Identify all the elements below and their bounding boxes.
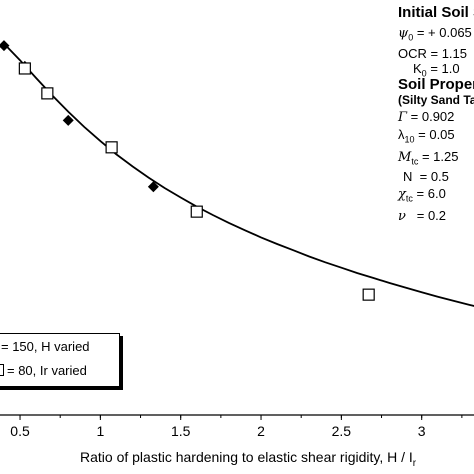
data-point-diamond (0, 40, 10, 52)
param-psi: ψ0 = + 0.065 (398, 25, 472, 43)
data-markers (0, 40, 375, 301)
legend-label-square: = 80, Ir varied (7, 363, 87, 378)
x-tick-label: 0.5 (10, 423, 30, 439)
data-point-diamond (147, 181, 159, 193)
x-tick-label: 2 (257, 423, 265, 439)
data-point-square (362, 288, 375, 301)
param-chi: χtc = 6.0 (398, 186, 446, 204)
param-ocr: OCR = 1.15 (398, 45, 468, 61)
initial-state-title: Initial Soil S (398, 4, 474, 21)
param-lambda: λ10 = 0.05 (398, 127, 455, 145)
param-m: Mtc = 1.25 (398, 148, 459, 167)
legend-row-diamond: = 150, H varied (1, 338, 90, 356)
soil-properties-panel: Soil Proper (Silty Sand Ta Γ = 0.902 λ10… (398, 76, 474, 224)
initial-state-panel: Initial Soil S ψ0 = + 0.065 OCR = 1.15 K… (398, 4, 474, 81)
soil-properties-title: Soil Proper (398, 76, 474, 93)
fit-curve-line (3, 42, 474, 307)
x-axis-title: Ratio of plastic hardening to elastic sh… (80, 449, 417, 469)
param-n: N = 0.5 (403, 169, 449, 185)
data-point-diamond (62, 114, 74, 126)
soil-properties-subtitle: (Silty Sand Ta (398, 93, 474, 107)
legend-row-square: = 80, Ir varied (0, 362, 87, 380)
data-point-square (18, 62, 31, 75)
fit-curve-layer (3, 42, 474, 307)
x-tick-label: 1.5 (171, 423, 191, 439)
legend-marker-square (0, 364, 4, 376)
x-axis: 0.5 1 1.5 2 2.5 3 (0, 414, 474, 439)
param-gamma: Γ = 0.902 (398, 109, 455, 125)
data-point-square (41, 87, 54, 100)
legend: = 150, H varied = 80, Ir varied (0, 333, 120, 387)
x-tick-label: 3 (418, 423, 426, 439)
data-point-square (105, 141, 118, 154)
param-nu: ν = 0.2 (398, 207, 447, 224)
legend-label-diamond: = 150, H varied (1, 339, 90, 354)
x-tick-label: 2.5 (332, 423, 352, 439)
param-k0: K0 = 1.0 (413, 60, 460, 79)
data-point-square (190, 205, 203, 218)
x-tick-label: 1 (96, 423, 104, 439)
